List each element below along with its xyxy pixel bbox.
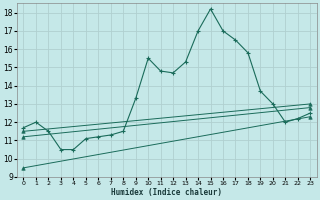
X-axis label: Humidex (Indice chaleur): Humidex (Indice chaleur) [111,188,222,197]
